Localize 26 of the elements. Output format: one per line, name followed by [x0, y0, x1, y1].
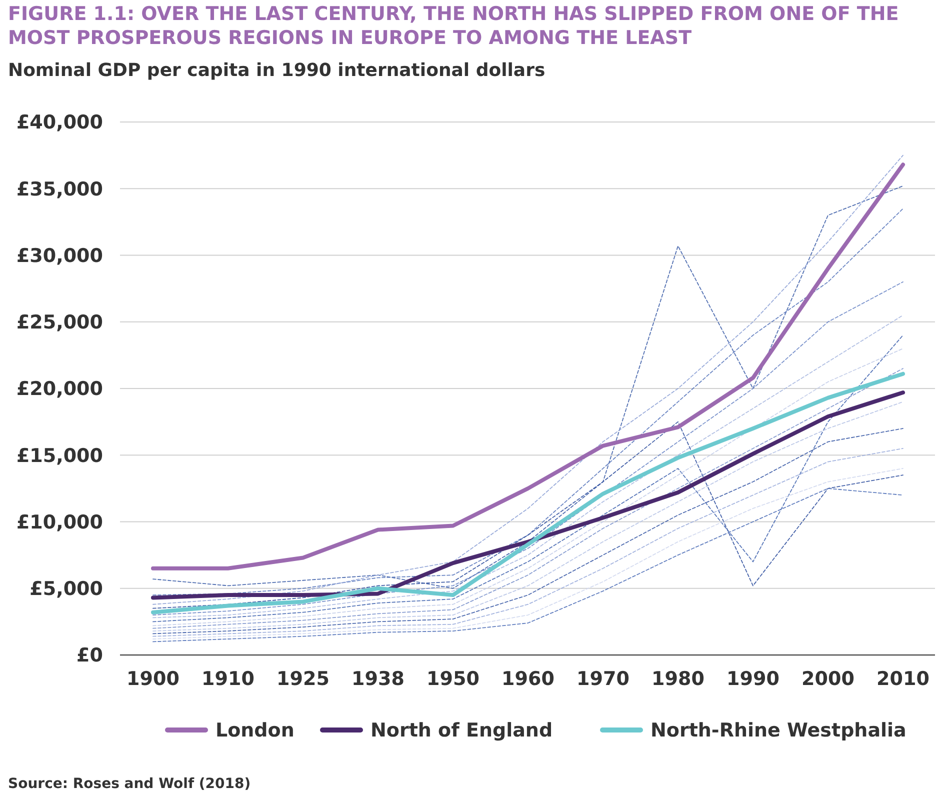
y-tick-label: £15,000 [16, 444, 103, 467]
x-tick-label: 1910 [202, 668, 254, 690]
y-tick-label: £35,000 [16, 178, 103, 200]
x-tick-label: 2010 [876, 668, 930, 690]
y-tick-label: £10,000 [16, 511, 103, 534]
y-tick-label: £40,000 [16, 112, 103, 134]
y-tick-label: £20,000 [16, 378, 103, 400]
x-tick-label: 1925 [276, 668, 330, 690]
chart-title: FIGURE 1.1: OVER THE LAST CENTURY, THE NORTH HAS SLIPPED FROM ONE OF THE MOST PROSPEROUS REGIONS IN EUROPE TO AMONG THE LEAST [8, 3, 899, 49]
x-tick-label: 1960 [502, 668, 554, 690]
x-tick-label: 1900 [126, 668, 180, 690]
legend-label: North of England [370, 720, 553, 742]
y-tick-label: £0 [76, 644, 103, 667]
y-tick-label: £5,000 [30, 578, 103, 600]
source-note: Source: Roses and Wolf (2018) [8, 776, 251, 792]
x-tick-label: 1980 [652, 668, 704, 690]
legend-label: London [216, 720, 294, 742]
x-tick-label: 1990 [726, 668, 780, 690]
x-tick-label: 1938 [352, 668, 404, 690]
x-tick-label: 2000 [802, 668, 854, 690]
chart-subtitle: Nominal GDP per capita in 1990 international dollars [8, 60, 546, 81]
x-tick-label: 1950 [426, 668, 480, 690]
y-tick-label: £30,000 [16, 244, 103, 267]
legend-label: North-Rhine Westphalia [650, 720, 906, 742]
y-tick-label: £25,000 [16, 312, 103, 334]
x-tick-label: 1970 [576, 668, 630, 690]
